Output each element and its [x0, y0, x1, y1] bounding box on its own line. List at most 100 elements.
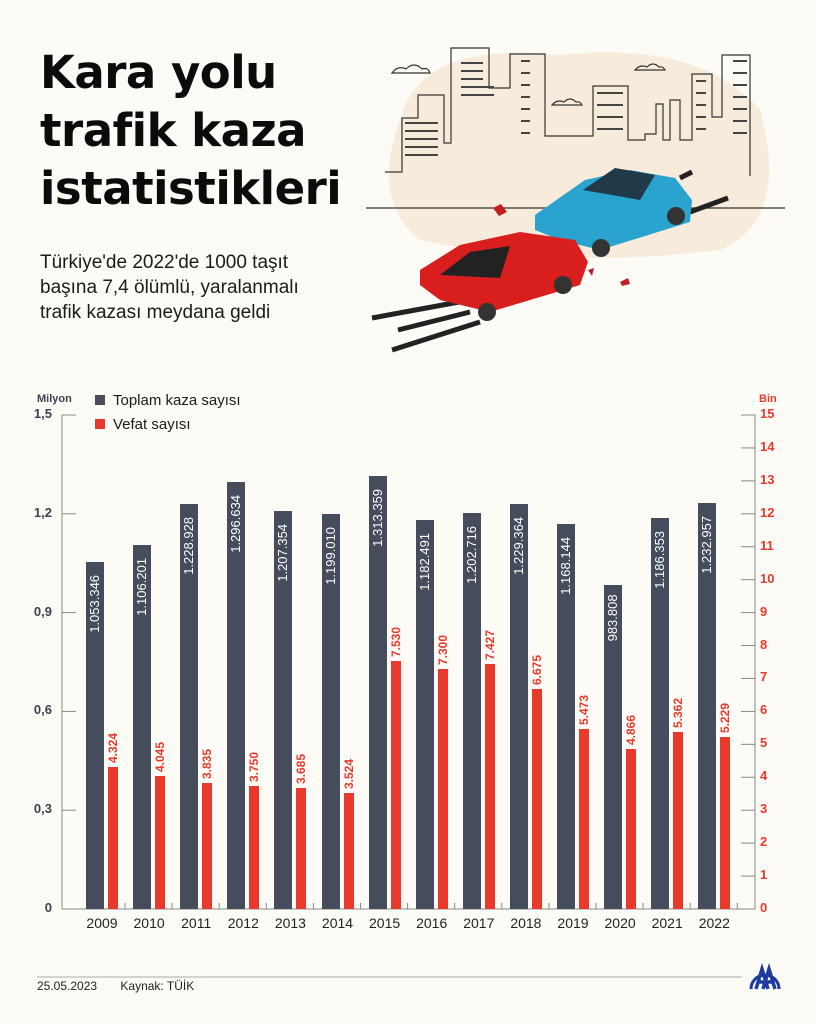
bar-deaths — [579, 728, 589, 909]
bar-accidents-label: 1.168.144 — [558, 537, 573, 596]
bar-deaths-label: 7.427 — [482, 630, 497, 661]
footer: 25.05.2023 Kaynak: TÜİK — [37, 979, 214, 993]
x-axis-year-label: 2022 — [698, 915, 730, 931]
bar-deaths — [249, 785, 260, 909]
bar-accidents — [509, 504, 528, 909]
left-axis-unit: Milyon — [37, 393, 72, 405]
right-axis-tick-label: 12 — [760, 504, 775, 520]
bar-accidents — [227, 481, 246, 909]
subtitle-line: başına 7,4 ölümlü, yaralanmalı — [40, 277, 299, 298]
right-axis-tick-label: 1 — [760, 867, 768, 883]
right-axis-tick-label: 10 — [760, 570, 775, 586]
bar-deaths — [390, 661, 401, 909]
bar-deaths-label: 5.473 — [577, 694, 591, 725]
bar-deaths — [296, 787, 307, 909]
x-axis-year-label: 2019 — [557, 915, 589, 931]
bar-accidents-label: 1.228.928 — [181, 517, 197, 576]
bar-accidents-label: 1.199.010 — [322, 527, 338, 585]
bar-deaths-label: 4.866 — [624, 714, 639, 745]
bar-deaths — [437, 668, 448, 909]
car-crash-illustration-icon — [366, 47, 785, 353]
bar-deaths-label: 4.324 — [106, 732, 120, 763]
x-axis-year-label: 2017 — [463, 915, 495, 931]
x-axis-year-label: 2015 — [369, 915, 401, 931]
bar-accidents — [698, 502, 717, 909]
subtitle-line: trafik kazası meydana geldi — [40, 302, 271, 323]
footer-date: 25.05.2023 — [37, 979, 98, 993]
right-axis-tick-label: 5 — [760, 735, 768, 751]
x-axis-year-label: 2013 — [274, 915, 306, 931]
title-line: trafik kaza — [40, 104, 307, 157]
bar-accidents — [462, 512, 481, 909]
bar-deaths — [108, 766, 118, 909]
bar-accidents-label: 1.186.353 — [652, 531, 668, 590]
right-axis-tick-label: 13 — [760, 471, 775, 487]
title-line: Kara yolu — [40, 46, 277, 99]
bar-accidents-label: 1.053.346 — [87, 575, 102, 633]
x-axis-year-label: 2020 — [604, 915, 636, 931]
x-axis-year-label: 2014 — [321, 915, 354, 931]
x-axis-year-label: 2018 — [510, 915, 542, 931]
bar-deaths-label: 3.835 — [200, 748, 215, 779]
left-axis-tick-label: 1,5 — [33, 406, 52, 421]
x-axis-year-label: 2010 — [133, 915, 165, 931]
bar-deaths-label: 5.229 — [718, 702, 733, 733]
left-axis-tick-label: 0 — [44, 900, 52, 915]
legend-swatch-icon — [95, 419, 105, 429]
bar-accidents-label: 1.202.716 — [463, 525, 479, 584]
bar-accidents — [604, 584, 623, 909]
bar-accidents — [368, 476, 387, 909]
bar-accidents — [86, 562, 104, 909]
bar-accidents — [415, 519, 434, 909]
bar-deaths — [673, 732, 684, 909]
bar-accidents — [274, 511, 293, 909]
page-title: Kara yolu trafik kaza istatistikleri — [40, 44, 342, 218]
bar-deaths-label: 7.300 — [435, 634, 450, 665]
right-axis-tick-label: 6 — [760, 702, 768, 718]
right-axis-tick-label: 3 — [760, 801, 768, 817]
bar-deaths-label: 5.362 — [671, 698, 686, 729]
bar-deaths — [531, 689, 542, 909]
legend-item-accidents: Toplam kaza sayısı — [95, 388, 241, 412]
bar-deaths-label: 7.530 — [388, 626, 403, 657]
bar-accidents — [557, 524, 575, 909]
right-axis-tick-label: 8 — [760, 636, 768, 652]
right-axis-tick-label: 15 — [760, 406, 775, 421]
right-axis-tick-label: 9 — [760, 603, 768, 619]
right-axis-tick-label: 11 — [760, 537, 774, 553]
bar-deaths-label: 3.685 — [294, 753, 309, 784]
bar-accidents — [180, 504, 199, 909]
subtitle-line: Türkiye'de 2022'de 1000 taşıt — [40, 252, 289, 273]
left-axis-tick-label: 0,6 — [33, 702, 52, 718]
x-axis-year-label: 2012 — [227, 915, 259, 931]
bar-deaths — [343, 792, 354, 909]
left-axis-tick-label: 0,9 — [33, 603, 52, 619]
bar-accidents-label: 1.229.364 — [510, 517, 526, 575]
bar-accidents-label: 1.182.491 — [416, 532, 432, 591]
bar-accidents-label: 1.106.201 — [134, 557, 150, 616]
legend-swatch-icon — [95, 395, 105, 405]
bar-deaths-label: 3.750 — [247, 751, 262, 782]
bar-deaths — [720, 736, 731, 909]
bar-deaths — [484, 664, 495, 909]
right-axis-unit: Bin — [759, 393, 777, 405]
bar-accidents-label: 1.313.359 — [369, 489, 385, 548]
x-axis-year-label: 2011 — [181, 915, 212, 931]
footer-source: Kaynak: TÜİK — [120, 979, 195, 993]
x-axis-year-label: 2021 — [651, 915, 683, 931]
legend-label: Toplam kaza sayısı — [113, 391, 241, 409]
legend: Toplam kaza sayısı Vefat sayısı — [95, 388, 241, 436]
right-axis-tick-label: 2 — [760, 834, 768, 850]
legend-item-deaths: Vefat sayısı — [95, 412, 241, 436]
left-axis-tick-label: 1,2 — [33, 504, 52, 520]
title-line: istatistikleri — [40, 162, 342, 215]
right-axis-tick-label: 14 — [760, 438, 775, 454]
bar-accidents-label: 1.207.354 — [275, 524, 291, 583]
right-axis-tick-label: 0 — [760, 900, 768, 915]
bar-deaths — [202, 782, 213, 909]
x-axis-year-label: 2016 — [416, 915, 448, 931]
x-axis-year-label: 2009 — [86, 915, 118, 931]
bar-deaths-label: 6.675 — [529, 655, 544, 686]
